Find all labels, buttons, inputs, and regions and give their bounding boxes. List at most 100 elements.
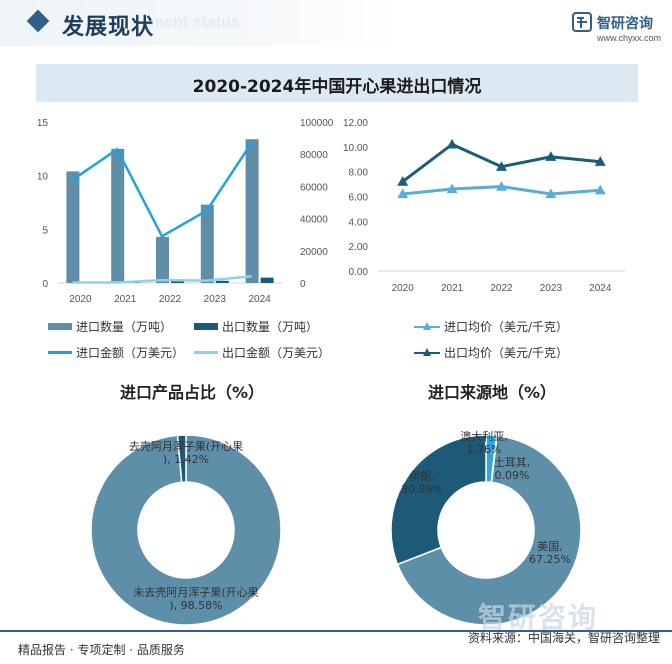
x-tick-label: 2021 — [441, 283, 464, 294]
bar-import-qty — [200, 204, 214, 283]
x-tick-label: 2022 — [490, 283, 513, 294]
donut-slice — [396, 434, 582, 626]
brand-logo-icon — [572, 12, 592, 32]
marker-export-price — [594, 156, 606, 166]
donut-label: 未去壳阿月浑子果(开心果 — [133, 585, 258, 599]
donut-label: 去壳阿月浑子果(开心果 — [129, 439, 243, 453]
legend-label: 出口金额（万美元） — [222, 346, 331, 360]
x-tick-label: 2020 — [69, 294, 92, 305]
y2-tick-label: 0 — [300, 279, 306, 290]
y2-tick-label: 20000 — [300, 247, 328, 258]
donut-label: 伊朗, — [409, 470, 435, 483]
marker-import-price — [446, 183, 458, 194]
chart1-legend: 进口数量（万吨） 出口数量（万吨） 进口金额（万美元） 出口金额（万美元） — [48, 318, 348, 362]
legend-label: 出口数量（万吨） — [222, 320, 319, 334]
y2-tick-label: 80000 — [300, 150, 328, 161]
marker-export-price — [496, 161, 507, 171]
line-import-amount — [71, 142, 253, 239]
legend-export-qty: 出口数量（万吨） — [194, 318, 318, 335]
y-tick-label: 4.00 — [349, 217, 369, 228]
legend-label: 进口金额（万美元） — [76, 346, 185, 360]
x-tick-label: 2024 — [589, 283, 612, 294]
footer-source: 资料来源：中国海关，智研咨询整理 — [467, 631, 660, 645]
legend-swatch — [414, 347, 440, 358]
legend-swatch — [48, 351, 72, 354]
donut-label: ), 98.58% — [169, 599, 222, 612]
marker-import-price — [594, 184, 606, 195]
title-band: 2020-2024年中国开心果进出口情况 — [36, 64, 638, 102]
legend-swatch — [414, 321, 440, 332]
marker-export-price — [446, 138, 458, 149]
header-band — [0, 0, 400, 46]
origin-share-title: 进口来源地（%） — [428, 383, 557, 402]
marker-export-price — [545, 151, 557, 161]
x-tick-label: 2020 — [392, 283, 415, 294]
marker-export-price — [397, 176, 409, 186]
marker-import-price — [545, 188, 557, 199]
y-tick-label: 6.00 — [349, 193, 369, 204]
y2-tick-label: 40000 — [300, 215, 328, 226]
legend-export-amt: 出口金额（万美元） — [194, 344, 330, 361]
bar-export-qty — [260, 277, 274, 283]
x-tick-label: 2023 — [540, 283, 563, 294]
footer-tagline: 精品报告 · 专项定制 · 品质服务 — [18, 643, 185, 657]
y-tick-label: 0.00 — [349, 267, 369, 278]
x-tick-label: 2024 — [248, 294, 271, 305]
y-tick-label: 10.00 — [343, 143, 368, 154]
marker-import-price — [397, 188, 409, 199]
x-tick-label: 2021 — [114, 294, 137, 305]
legend-import-amt: 进口金额（万美元） — [48, 344, 184, 361]
donut-label: 0.09% — [495, 469, 530, 482]
avg-price-chart: 0.00 2.00 4.00 6.00 8.00 10.00 12.00 2020 2021 20… — [343, 118, 625, 294]
y-tick-label: 15 — [37, 118, 49, 129]
legend-import-price: 进口均价（美元/千克） — [414, 318, 568, 335]
donut-slice — [176, 434, 187, 484]
trade-volume-chart: 0 5 10 15 0 20000 40000 60000 80000 100000 2020 202… — [37, 118, 334, 305]
donut-label: 土耳其, — [494, 456, 531, 469]
y-tick-label: 0 — [42, 279, 48, 290]
brand-watermark: 智研咨询 — [478, 601, 599, 634]
x-tick-label: 2023 — [204, 294, 227, 305]
bar-import-qty — [111, 148, 125, 283]
bar-import-qty — [245, 139, 259, 283]
bar-export-qty — [215, 280, 229, 283]
product-share-title: 进口产品占比（%） — [120, 383, 265, 402]
legend-swatch — [48, 323, 72, 330]
legend-label: 进口数量（万吨） — [76, 320, 173, 334]
legend-swatch — [194, 323, 218, 330]
bar-import-qty — [66, 171, 80, 283]
header-subtitle: ment status — [150, 14, 240, 31]
marker-import-price — [496, 181, 507, 191]
y2-tick-label: 100000 — [300, 118, 334, 129]
y2-tick-label: 60000 — [300, 182, 328, 193]
donut-label: 美国, — [537, 540, 563, 553]
y-tick-label: 10 — [37, 172, 49, 183]
donut-label: 1.76% — [467, 443, 502, 456]
y-tick-label: 5 — [42, 225, 48, 236]
line-export-amount — [72, 274, 252, 284]
donut-label: 澳大利亚, — [460, 429, 508, 443]
brand-name: 智研咨询 — [597, 16, 653, 32]
footer-divider — [0, 630, 672, 632]
bar-import-qty — [156, 236, 169, 283]
origin-share-donut: 澳大利亚,1.76%土耳其,0.09% 美国,67.25% 伊朗,30.89% — [390, 429, 582, 626]
product-share-donut: 去壳阿月浑子果(开心果), 1.42% 未去壳阿月浑子果(开心果), 98.58% — [90, 434, 282, 626]
y-tick-label: 12.00 — [343, 118, 368, 129]
donut-slice — [90, 434, 282, 626]
donut-label: 67.25% — [529, 553, 571, 566]
donut-label: ), 1.42% — [163, 453, 209, 466]
page-header: ment status 发展现状 智研咨询 www.chyxx.com — [0, 0, 672, 50]
y-tick-label: 2.00 — [349, 242, 369, 253]
brand-url: www.chyxx.com — [597, 33, 662, 43]
donut-slice — [390, 434, 487, 566]
legend-export-price: 出口均价（美元/千克） — [414, 344, 568, 361]
legend-swatch — [194, 351, 218, 354]
legend-label: 出口均价（美元/千克） — [444, 346, 569, 360]
header-title: 发展现状 — [62, 15, 155, 40]
x-tick-label: 2022 — [159, 294, 182, 305]
main-title: 2020-2024年中国开心果进出口情况 — [192, 77, 482, 97]
donut-label: 30.89% — [401, 483, 443, 496]
legend-import-qty: 进口数量（万吨） — [48, 318, 172, 335]
legend-label: 进口均价（美元/千克） — [444, 320, 569, 334]
chart2-legend: 进口均价（美元/千克） 出口均价（美元/千克） — [414, 318, 634, 362]
